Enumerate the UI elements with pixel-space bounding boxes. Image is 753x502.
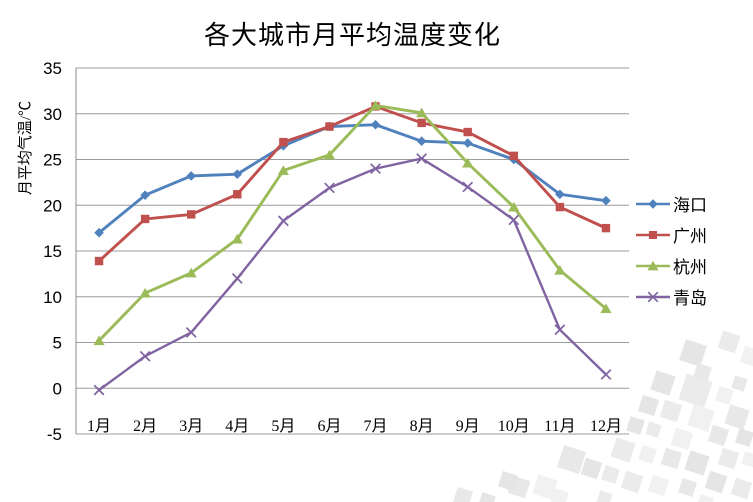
series-marker-qingdao xyxy=(277,215,289,227)
series-marker-hangzhou xyxy=(323,149,336,160)
series-marker-guangzhou xyxy=(463,127,472,137)
series-marker-guangzhou xyxy=(233,190,242,199)
legend-label: 广州 xyxy=(673,227,707,246)
x-tick-label: 11月 xyxy=(544,418,575,435)
series-marker-qingdao xyxy=(416,153,428,164)
series-marker-haikou xyxy=(370,119,381,130)
series-marker-haikou xyxy=(186,171,197,181)
legend-item-qingdao: 青岛 xyxy=(636,281,707,312)
x-tick-label: 12月 xyxy=(590,418,622,435)
y-tick-label: 30 xyxy=(43,105,62,124)
legend: 海口 广州 杭州 青岛 xyxy=(636,188,707,312)
series-marker-hangzhou xyxy=(369,100,382,110)
series-marker-guangzhou xyxy=(279,137,288,147)
series-marker-qingdao xyxy=(93,384,105,396)
series-marker-qingdao xyxy=(508,214,520,226)
x-tick-label: 1月 xyxy=(87,418,111,435)
series-marker-hangzhou xyxy=(508,201,520,212)
y-tick-label: 25 xyxy=(43,151,62,170)
series-marker-qingdao xyxy=(185,327,197,338)
legend-square-icon xyxy=(636,230,670,239)
x-tick-label: 8月 xyxy=(410,418,434,435)
series-marker-hangzhou xyxy=(277,165,289,175)
series-marker-qingdao xyxy=(324,182,335,194)
y-tick-label: 15 xyxy=(43,242,62,261)
series-marker-hangzhou xyxy=(554,265,566,275)
legend-item-haikou: 海口 xyxy=(636,188,707,219)
series-marker-guangzhou xyxy=(555,202,565,212)
series-marker-qingdao xyxy=(600,369,612,380)
series-marker-qingdao xyxy=(554,324,566,336)
series-marker-haikou xyxy=(140,190,150,200)
x-tick-label: 6月 xyxy=(317,418,341,435)
x-tick-label: 9月 xyxy=(456,418,480,435)
series-marker-qingdao xyxy=(370,163,381,175)
series-marker-qingdao xyxy=(462,181,474,193)
legend-x-icon xyxy=(636,291,670,302)
chart-title: 各大城市月平均温度变化 xyxy=(203,21,501,50)
series-marker-guangzhou xyxy=(325,122,334,131)
x-tick-label: 7月 xyxy=(364,418,388,435)
series-marker-guangzhou xyxy=(187,210,196,219)
series-marker-qingdao xyxy=(139,350,151,362)
legend-triangle-icon xyxy=(636,260,670,270)
x-tick-label: 4月 xyxy=(225,418,249,435)
legend-label: 青岛 xyxy=(673,289,707,308)
series-marker-hangzhou xyxy=(139,287,151,298)
legend-diamond-icon xyxy=(636,198,670,209)
legend-item-guangzhou: 广州 xyxy=(636,219,707,250)
series-marker-haikou xyxy=(416,136,427,146)
series-marker-guangzhou xyxy=(140,214,150,224)
legend-label: 海口 xyxy=(673,196,707,215)
series-marker-hangzhou xyxy=(93,335,105,346)
legend-label: 杭州 xyxy=(673,258,707,277)
series-line-qingdao xyxy=(98,157,607,392)
series-marker-guangzhou xyxy=(417,118,426,128)
series-line-hangzhou xyxy=(98,103,607,342)
series-marker-haikou xyxy=(601,195,611,206)
series-marker-hangzhou xyxy=(231,233,243,244)
y-tick-label: 10 xyxy=(43,288,62,307)
y-tick-label: -5 xyxy=(47,425,62,444)
series-marker-hangzhou xyxy=(462,157,474,168)
x-tick-label: 2月 xyxy=(133,418,157,435)
legend-item-hangzhou: 杭州 xyxy=(636,250,707,281)
series-line-guangzhou xyxy=(98,104,607,263)
series-marker-qingdao xyxy=(231,273,243,284)
y-tick-label: 35 xyxy=(43,59,62,78)
x-tick-label: 5月 xyxy=(271,418,295,435)
series-marker-guangzhou xyxy=(94,256,104,266)
series-marker-haikou xyxy=(555,189,565,200)
y-axis-title: 月平均气温/℃ xyxy=(18,100,34,196)
x-tick-label: 3月 xyxy=(179,418,203,435)
series-marker-guangzhou xyxy=(601,223,611,233)
series-marker-hangzhou xyxy=(416,107,428,118)
series-marker-guangzhou xyxy=(509,151,518,161)
y-tick-label: 20 xyxy=(43,196,62,215)
series-marker-haikou xyxy=(94,227,104,238)
series-marker-haikou xyxy=(462,138,473,148)
y-tick-label: 0 xyxy=(53,379,62,398)
y-tick-label: 5 xyxy=(53,334,62,353)
series-marker-hangzhou xyxy=(185,267,197,278)
series-marker-haikou xyxy=(232,169,243,179)
x-tick-label: 10月 xyxy=(498,418,530,435)
series-marker-hangzhou xyxy=(600,303,612,314)
